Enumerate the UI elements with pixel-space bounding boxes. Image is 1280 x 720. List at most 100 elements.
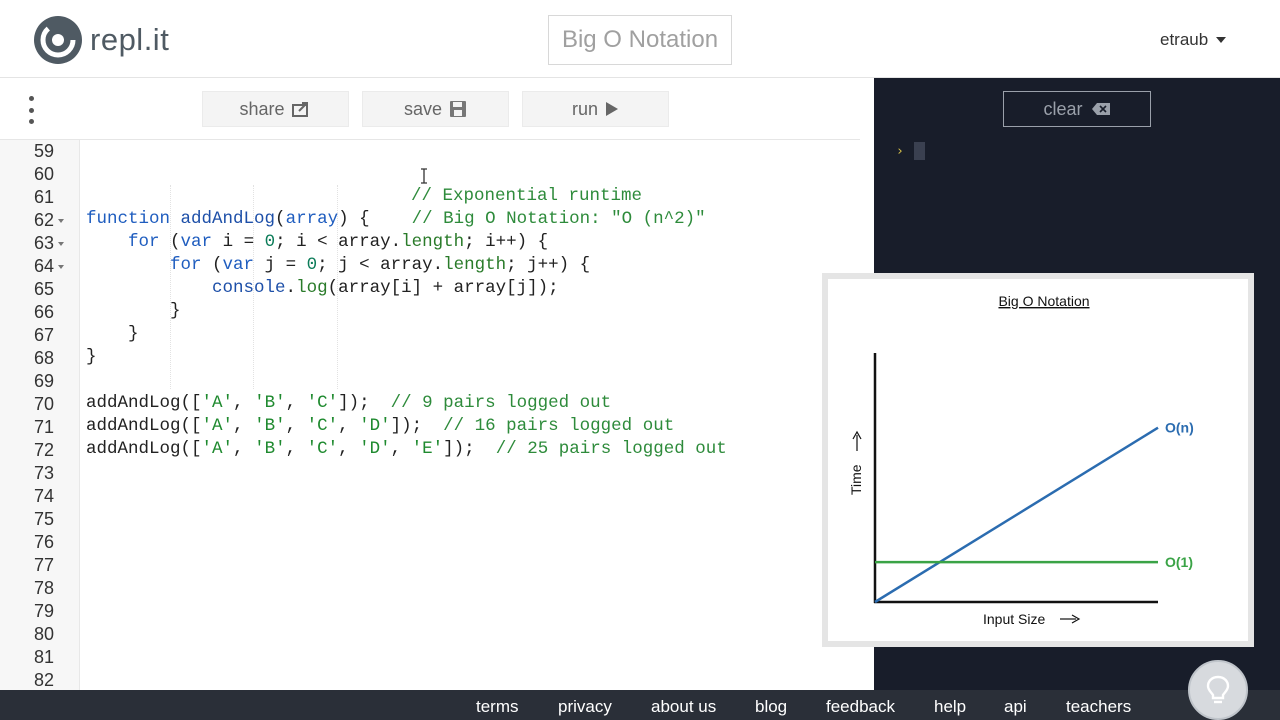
fold-toggle xyxy=(54,147,68,157)
footer-link-teachers[interactable]: teachers xyxy=(1066,697,1132,716)
x-axis-arrowhead xyxy=(1071,614,1081,624)
replit-logo[interactable]: repl.it xyxy=(32,14,169,66)
fold-toggle xyxy=(54,584,68,594)
line-number: 61 xyxy=(0,186,68,209)
fold-toggle xyxy=(54,653,68,663)
fold-arrow-icon xyxy=(58,264,64,269)
play-icon xyxy=(606,102,618,116)
console-cursor[interactable] xyxy=(914,142,925,160)
more-options-icon[interactable] xyxy=(26,96,36,124)
share-icon xyxy=(291,102,308,117)
run-button[interactable]: run xyxy=(522,91,669,127)
line-number: 69 xyxy=(0,370,68,393)
user-menu[interactable]: etraub xyxy=(1160,30,1227,50)
line-number-text: 64 xyxy=(33,256,54,276)
line-number-text: 73 xyxy=(33,463,54,483)
line-number: 78 xyxy=(0,577,68,600)
share-button[interactable]: share xyxy=(202,91,349,127)
line-number: 82 xyxy=(0,669,68,690)
fold-toggle xyxy=(54,193,68,203)
line-number-text: 61 xyxy=(33,187,54,207)
project-title[interactable]: Big O Notation xyxy=(548,15,732,65)
line-number-text: 75 xyxy=(33,509,54,529)
fold-toggle xyxy=(54,170,68,180)
clear-button[interactable]: clear xyxy=(1003,91,1151,127)
line-number: 81 xyxy=(0,646,68,669)
line-number: 68 xyxy=(0,347,68,370)
footer-link-feedback[interactable]: feedback xyxy=(826,697,895,716)
fold-toggle xyxy=(54,308,68,318)
line-number-text: 66 xyxy=(33,302,54,322)
line-number: 75 xyxy=(0,508,68,531)
line-number: 71 xyxy=(0,416,68,439)
line-number: 76 xyxy=(0,531,68,554)
line-number-text: 65 xyxy=(33,279,54,299)
code-line-71: addAndLog(['A', 'B', 'C', 'D']); // 16 p… xyxy=(86,416,675,436)
line-number-text: 78 xyxy=(33,578,54,598)
line-number: 63 xyxy=(0,232,68,255)
fold-toggle xyxy=(54,676,68,686)
code-line-65: console.log(array[i] + array[j]); xyxy=(212,278,559,298)
text-cursor-icon xyxy=(421,168,427,184)
indent-guide xyxy=(337,185,338,389)
line-number-text: 60 xyxy=(33,164,54,184)
fold-toggle xyxy=(54,446,68,456)
footer-link-api[interactable]: api xyxy=(1004,697,1027,716)
fold-toggle xyxy=(54,354,68,364)
fold-toggle xyxy=(54,538,68,548)
line-number-text: 80 xyxy=(33,624,54,644)
code-line-61: // Exponential runtime xyxy=(411,186,643,206)
line-number-text: 69 xyxy=(33,371,54,391)
floppy-disk-icon xyxy=(450,101,467,117)
footer-link-help[interactable]: help xyxy=(934,697,967,716)
backspace-icon xyxy=(1091,103,1110,115)
fold-arrow-icon xyxy=(58,241,64,246)
line-number: 79 xyxy=(0,600,68,623)
fold-toggle xyxy=(54,561,68,571)
top-header: repl.it Big O Notation etraub xyxy=(0,0,1280,78)
series-label-o1: O(1) xyxy=(1165,554,1193,570)
fold-toggle xyxy=(54,400,68,410)
fold-toggle xyxy=(54,423,68,433)
line-number: 73 xyxy=(0,462,68,485)
fold-toggle xyxy=(54,607,68,617)
fold-toggle xyxy=(54,469,68,479)
code-line-67: } xyxy=(86,324,139,344)
fold-toggle xyxy=(54,630,68,640)
footer-link-privacy[interactable]: privacy xyxy=(558,697,612,716)
code-line-66: } xyxy=(86,301,181,321)
share-label: share xyxy=(239,98,285,119)
line-number: 66 xyxy=(0,301,68,324)
line-number: 62 xyxy=(0,209,68,232)
line-number-text: 76 xyxy=(33,532,54,552)
fold-toggle xyxy=(54,285,68,295)
save-label: save xyxy=(403,98,443,119)
fold-toggle xyxy=(54,492,68,502)
x-axis-label: Input Size xyxy=(983,611,1045,627)
line-number-text: 72 xyxy=(33,440,54,460)
line-number-text: 82 xyxy=(33,670,54,690)
footer-link-blog[interactable]: blog xyxy=(755,697,788,716)
help-bubble[interactable] xyxy=(1188,660,1248,720)
line-number-text: 74 xyxy=(33,486,54,506)
y-axis-label: Time xyxy=(848,464,864,495)
code-line-63: for (var i = 0; i < array.length; i++) { xyxy=(128,232,549,252)
fold-toggle[interactable] xyxy=(54,262,68,272)
line-number: 60 xyxy=(0,163,68,186)
fold-toggle xyxy=(54,515,68,525)
line-number-text: 70 xyxy=(33,394,54,414)
line-number-text: 63 xyxy=(33,233,54,253)
fold-toggle[interactable] xyxy=(54,239,68,249)
fold-toggle[interactable] xyxy=(54,216,68,226)
footer-link-about-us[interactable]: about us xyxy=(651,697,717,716)
code-editor[interactable]: 59 60 61 62 63 64 65 66 67 68 69 70 71 72 73 74 75 76 77 78… xyxy=(0,140,860,690)
line-number-text: 71 xyxy=(33,417,54,437)
console-prompt: › xyxy=(896,144,904,159)
username: etraub xyxy=(1160,30,1209,49)
code-line-72: addAndLog(['A', 'B', 'C', 'D', 'E']); //… xyxy=(86,439,727,459)
code-line-70: addAndLog(['A', 'B', 'C']); // 9 pairs l… xyxy=(86,393,612,413)
save-button[interactable]: save xyxy=(362,91,509,127)
footer-link-terms[interactable]: terms xyxy=(476,697,519,716)
line-number-gutter: 59 60 61 62 63 64 65 66 67 68 69 70 71 72 73 74 75 76 77 78… xyxy=(0,140,80,690)
code-line-64: for (var j = 0; j < array.length; j++) { xyxy=(170,255,591,275)
